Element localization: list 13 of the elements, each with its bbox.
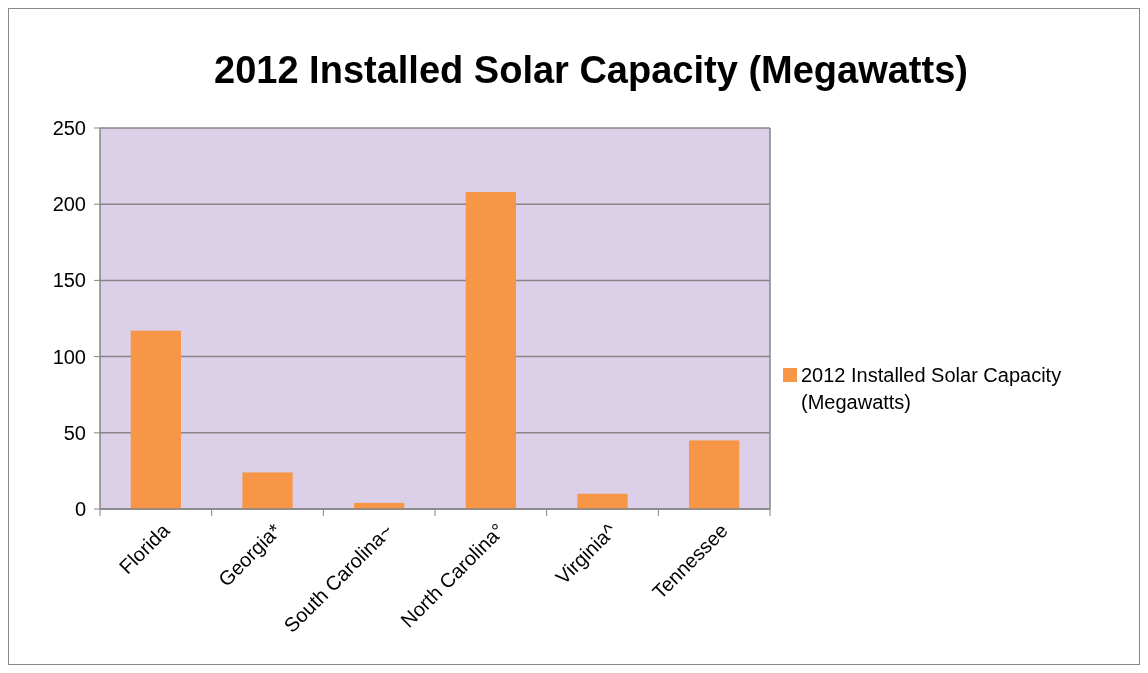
bar — [465, 192, 516, 509]
legend-label: 2012 Installed Solar Capacity (Megawatts) — [801, 364, 1062, 413]
bar — [689, 440, 740, 509]
chart-title: 2012 Installed Solar Capacity (Megawatts) — [214, 49, 968, 91]
y-tick-label: 0 — [74, 498, 86, 520]
y-tick-label: 200 — [52, 193, 86, 216]
y-tick-label: 50 — [63, 421, 86, 444]
bar — [577, 493, 628, 509]
y-tick-label: 250 — [52, 117, 86, 139]
y-tick-label: 100 — [52, 345, 86, 368]
bar — [242, 472, 293, 509]
y-tick-label: 150 — [52, 269, 86, 292]
bar — [130, 330, 181, 509]
